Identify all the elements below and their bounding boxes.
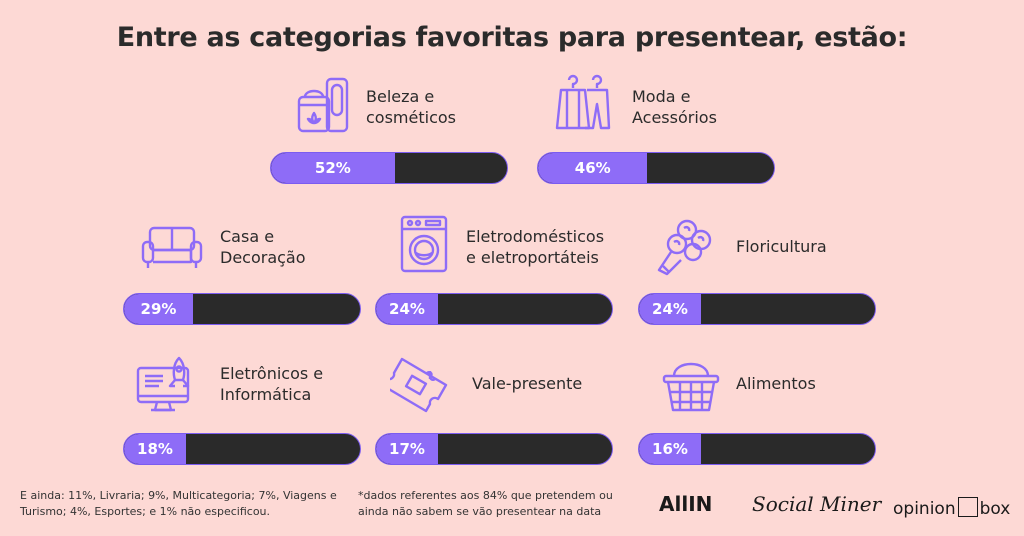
washing-machine-icon bbox=[398, 213, 450, 280]
category-label: Moda e Acessórios bbox=[632, 87, 717, 127]
category-label: Casa e Decoração bbox=[220, 227, 306, 267]
chart-title: Entre as categorias favoritas para prese… bbox=[116, 22, 908, 53]
footnote-other-categories: E ainda: 11%, Livraria; 9%, Multicategor… bbox=[20, 489, 337, 518]
bar-track: 46% bbox=[537, 152, 775, 184]
bar-value-label: 18% bbox=[137, 440, 173, 458]
bar-fill: 18% bbox=[124, 434, 186, 464]
bar-value-label: 24% bbox=[652, 300, 688, 318]
bar-value-label: 29% bbox=[140, 300, 177, 318]
socialminer-logo: Social Miner bbox=[752, 492, 882, 516]
bar-track: 16% bbox=[638, 433, 876, 465]
flower-bouquet-icon bbox=[655, 216, 717, 283]
category-label: Beleza e cosméticos bbox=[366, 87, 456, 127]
bar-value-label: 17% bbox=[389, 440, 425, 458]
bar-fill: 29% bbox=[124, 294, 194, 324]
footnote-data-scope: *dados referentes aos 84% que pretendem … bbox=[358, 489, 613, 518]
bar-track: 17% bbox=[375, 433, 613, 465]
gift-voucher-icon bbox=[380, 355, 452, 422]
bar-fill: 24% bbox=[639, 294, 701, 324]
sofa-icon bbox=[140, 222, 204, 277]
bar-value-label: 52% bbox=[314, 159, 351, 177]
computer-icon bbox=[135, 356, 197, 423]
category-label: Eletrônicos e Informática bbox=[220, 364, 324, 404]
bar-value-label: 24% bbox=[389, 300, 425, 318]
bar-track: 24% bbox=[375, 293, 613, 325]
clothes-hanger-icon bbox=[553, 72, 615, 139]
category-label: Eletrodomésticos e eletroportáteis bbox=[466, 227, 605, 267]
bar-value-label: 46% bbox=[574, 159, 611, 177]
bar-track: 52% bbox=[270, 152, 508, 184]
category-label: Floricultura bbox=[736, 237, 827, 256]
bar-fill: 17% bbox=[376, 434, 438, 464]
bar-value-label: 16% bbox=[652, 440, 688, 458]
bar-fill: 52% bbox=[271, 153, 395, 183]
category-label: Vale-presente bbox=[472, 374, 583, 393]
cosmetics-icon bbox=[293, 75, 355, 142]
category-label: Alimentos bbox=[736, 374, 816, 393]
bar-fill: 46% bbox=[538, 153, 648, 183]
bar-track: 29% bbox=[123, 293, 361, 325]
bar-fill: 24% bbox=[376, 294, 438, 324]
allin-logo: AllIN bbox=[659, 492, 713, 516]
opinionbox-logo: opinion box bbox=[893, 497, 1011, 519]
basket-icon bbox=[660, 356, 722, 423]
bar-track: 24% bbox=[638, 293, 876, 325]
bar-track: 18% bbox=[123, 433, 361, 465]
bar-fill: 16% bbox=[639, 434, 701, 464]
